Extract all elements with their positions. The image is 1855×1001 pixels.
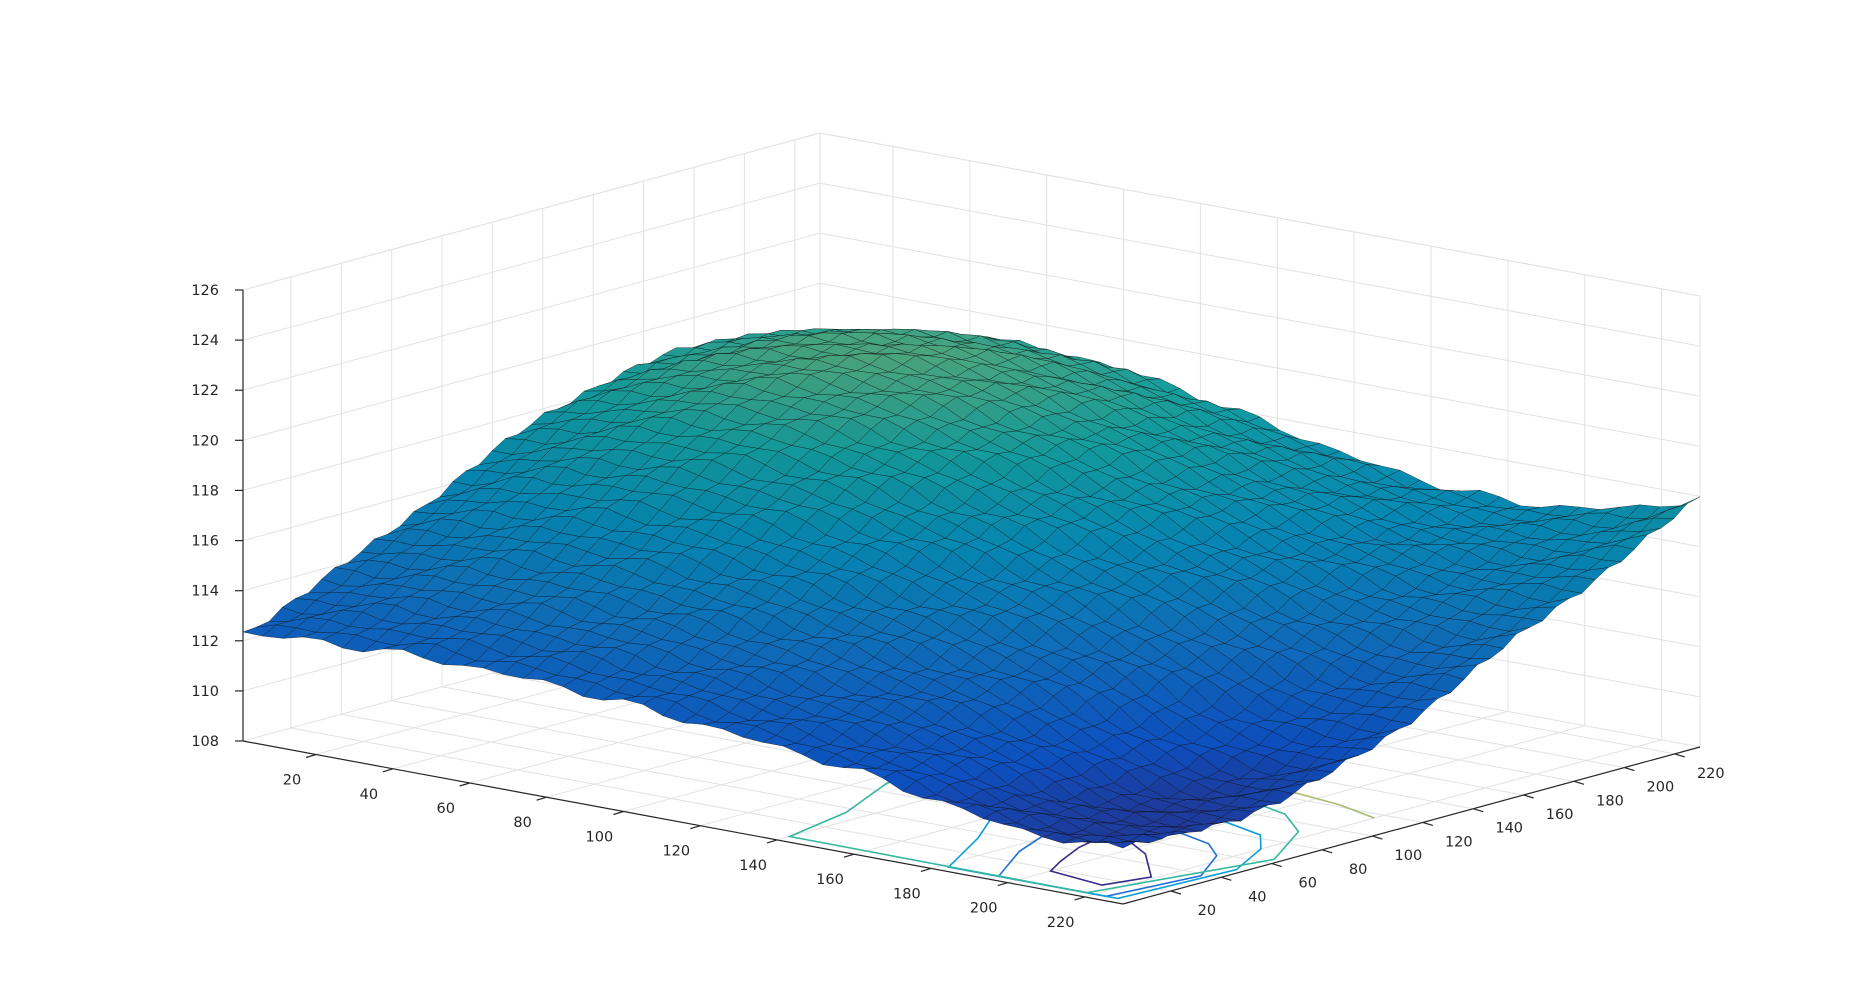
z-tick-label-118: 118: [191, 483, 219, 499]
y-axis-line: [1122, 746, 1701, 905]
x-tick-label-180: 180: [893, 886, 921, 902]
x-tick-160: [843, 853, 855, 858]
y-tick-80: [1321, 849, 1333, 854]
x-tick-label-140: 140: [739, 858, 767, 874]
axes-frame: [235, 289, 1701, 905]
x-tick-label-200: 200: [970, 901, 998, 917]
z-tick-label-110: 110: [191, 684, 219, 700]
sidewall-grid-z-120: [242, 282, 821, 441]
z-tick-label-108: 108: [191, 734, 219, 750]
y-tick-20: [1170, 890, 1182, 895]
z-tick-label-122: 122: [191, 383, 219, 399]
floor-grid-y-20: [290, 727, 1171, 892]
z-tick-label-124: 124: [191, 333, 219, 349]
sidewall-top-edge: [242, 132, 821, 291]
z-tick-label-126: 126: [191, 283, 219, 299]
x-tick-140: [766, 839, 778, 844]
z-tick-label-120: 120: [191, 433, 219, 449]
y-tick-label-20: 20: [1198, 903, 1216, 919]
x-tick-label-220: 220: [1047, 915, 1075, 931]
backwall-top-edge: [819, 132, 1701, 297]
x-tick-80: [536, 796, 547, 801]
x-tick-100: [613, 810, 624, 816]
x-tick-label-100: 100: [586, 830, 614, 846]
x-tick-60: [459, 782, 470, 787]
x-tick-label-20: 20: [283, 773, 301, 789]
x-tick-20: [305, 753, 317, 759]
sidewall-grid-z-122: [242, 232, 821, 391]
x-tick-120: [690, 825, 701, 830]
x-tick-40: [382, 768, 394, 773]
x-tick-200: [997, 882, 1008, 887]
y-tick-label-60: 60: [1298, 876, 1316, 892]
y-tick-label-160: 160: [1546, 807, 1574, 823]
backwall-grid-z-122: [819, 232, 1701, 397]
y-tick-40: [1221, 876, 1232, 881]
y-tick-label-100: 100: [1395, 848, 1423, 864]
x-tick-label-40: 40: [360, 787, 378, 803]
y-tick-200: [1624, 767, 1635, 772]
sidewall-grid-z-124: [242, 182, 821, 341]
backwall-grid-z-120: [819, 282, 1701, 447]
y-tick-label-200: 200: [1647, 780, 1675, 796]
x-axis-line: [242, 740, 1124, 905]
z-tick-label-112: 112: [191, 634, 219, 650]
z-tick-label-116: 116: [191, 534, 219, 550]
x-tick-label-60: 60: [436, 801, 454, 817]
x-tick-label-160: 160: [816, 872, 844, 888]
z-tick-label-114: 114: [191, 584, 219, 600]
y-tick-label-220: 220: [1697, 766, 1725, 782]
y-tick-100: [1372, 835, 1383, 840]
y-tick-120: [1422, 821, 1433, 826]
y-tick-160: [1523, 794, 1534, 799]
x-tick-180: [920, 867, 932, 872]
floor-grid-x-200: [1007, 725, 1585, 884]
y-tick-label-180: 180: [1596, 793, 1624, 809]
y-tick-60: [1271, 863, 1282, 868]
tick-labels: 20 40 60 80 100 120 140 160 180 200 220 20 40 60 80 100…: [191, 283, 1724, 931]
y-tick-label-120: 120: [1445, 834, 1473, 850]
y-tick-label-40: 40: [1248, 889, 1266, 905]
floor-grid-x-220: [1084, 739, 1662, 898]
y-tick-180: [1573, 780, 1585, 785]
y-tick-140: [1473, 808, 1484, 813]
y-tick-label-140: 140: [1495, 821, 1523, 837]
x-tick-220: [1074, 896, 1085, 901]
y-tick-220: [1674, 753, 1685, 758]
x-tick-label-120: 120: [662, 844, 690, 860]
surface-mesh: [242, 328, 1701, 849]
surface-patch: [1102, 840, 1137, 849]
backwall-grid-z-124: [819, 182, 1701, 347]
y-tick-label-80: 80: [1349, 862, 1367, 878]
x-tick-label-80: 80: [513, 815, 531, 831]
